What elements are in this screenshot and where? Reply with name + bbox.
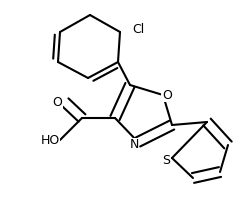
Text: N: N	[129, 138, 139, 152]
Text: O: O	[52, 95, 62, 108]
Text: S: S	[162, 153, 170, 166]
Text: O: O	[162, 89, 172, 101]
Text: Cl: Cl	[132, 22, 144, 36]
Text: HO: HO	[40, 134, 60, 147]
